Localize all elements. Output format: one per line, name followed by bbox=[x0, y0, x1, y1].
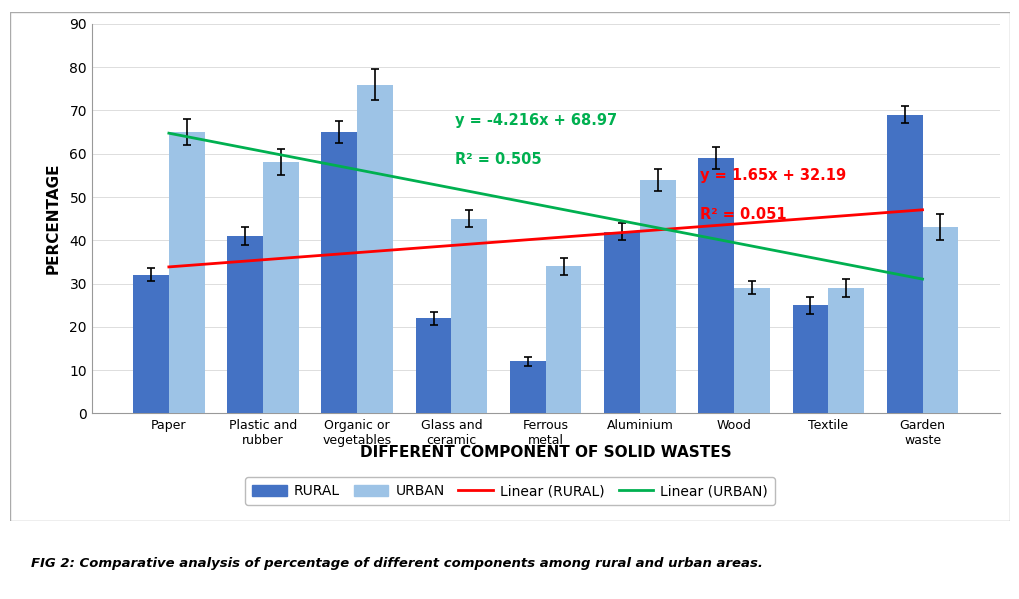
Bar bbox=[321, 132, 357, 413]
Bar bbox=[451, 219, 487, 413]
Bar bbox=[921, 227, 958, 413]
Bar bbox=[227, 236, 263, 413]
Text: y = 1.65x + 32.19: y = 1.65x + 32.19 bbox=[699, 168, 846, 183]
Text: FIG 2: Comparative analysis of percentage of different components among rural an: FIG 2: Comparative analysis of percentag… bbox=[31, 556, 762, 570]
Bar bbox=[827, 288, 863, 413]
Y-axis label: PERCENTAGE: PERCENTAGE bbox=[46, 163, 61, 274]
Bar bbox=[132, 275, 169, 413]
Bar bbox=[886, 115, 921, 413]
Bar bbox=[639, 180, 675, 413]
Bar bbox=[734, 288, 769, 413]
Bar bbox=[603, 232, 639, 413]
Bar bbox=[792, 305, 827, 413]
Bar bbox=[510, 361, 545, 413]
Bar bbox=[357, 84, 392, 413]
Bar bbox=[263, 162, 299, 413]
Text: y = -4.216x + 68.97: y = -4.216x + 68.97 bbox=[454, 113, 616, 128]
Bar bbox=[545, 266, 581, 413]
Bar bbox=[698, 158, 734, 413]
Bar bbox=[169, 132, 205, 413]
FancyBboxPatch shape bbox=[10, 12, 1009, 521]
Legend: RURAL, URBAN, Linear (RURAL), Linear (URBAN): RURAL, URBAN, Linear (RURAL), Linear (UR… bbox=[245, 477, 774, 505]
Text: R² = 0.505: R² = 0.505 bbox=[454, 152, 541, 167]
Bar bbox=[416, 318, 451, 413]
Text: DIFFERENT COMPONENT OF SOLID WASTES: DIFFERENT COMPONENT OF SOLID WASTES bbox=[360, 444, 731, 460]
Text: R² = 0.051: R² = 0.051 bbox=[699, 207, 786, 222]
